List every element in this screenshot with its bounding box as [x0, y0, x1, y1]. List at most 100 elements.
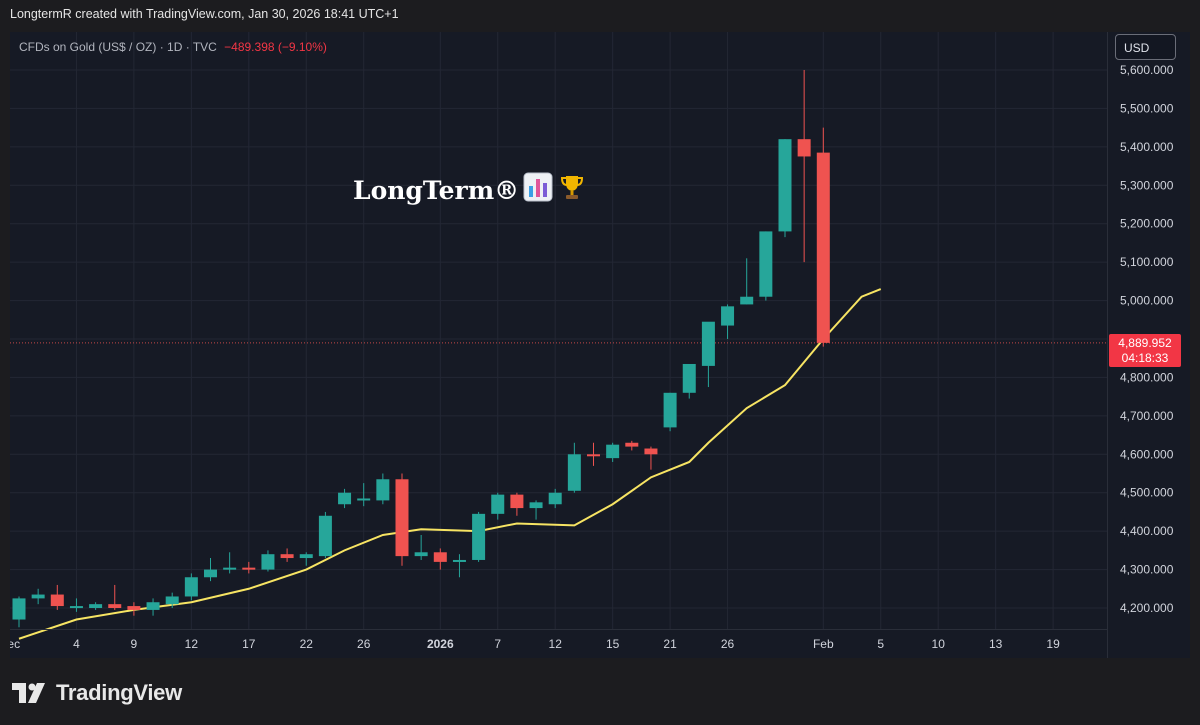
candle	[261, 550, 275, 572]
candle	[663, 392, 677, 432]
candle-body	[759, 231, 773, 297]
candle	[357, 483, 371, 507]
candle	[529, 500, 543, 520]
text-annotation[interactable]: LongTerm®	[353, 172, 587, 208]
candle-body	[548, 492, 562, 505]
candle-body	[376, 479, 390, 501]
candle	[50, 584, 64, 610]
time-axis-tick-label: 13	[989, 637, 1003, 651]
price-axis-tick-label: 5,500.000	[1120, 101, 1174, 115]
time-axis-tick-label: 7	[494, 637, 501, 651]
time-axis-tick-label: 19	[1046, 637, 1060, 651]
candle-body	[146, 602, 160, 610]
price-change: −489.398 (−9.10%)	[224, 40, 327, 54]
price-axis-tick-label: 5,000.000	[1120, 294, 1174, 308]
price-axis: 4,200.000 4,300.000 4,400.000 4,500.000 4,60…	[1120, 63, 1174, 615]
candle-body	[299, 554, 313, 559]
candle-body	[529, 502, 543, 509]
price-axis-tick-label: 5,300.000	[1120, 178, 1174, 192]
candle-body	[338, 492, 352, 505]
candle	[280, 548, 294, 562]
candle-body	[165, 596, 179, 605]
annotation-text: LongTerm®	[353, 175, 520, 205]
candle-body	[127, 606, 141, 610]
candle	[31, 588, 45, 605]
candle	[587, 442, 600, 466]
candle	[414, 534, 428, 560]
price-axis-tick-label: 5,600.000	[1120, 63, 1174, 77]
candle-body	[567, 454, 581, 491]
candle	[89, 602, 103, 610]
candle-body	[280, 554, 294, 559]
price-axis-tick-label: 5,400.000	[1120, 140, 1174, 154]
time-axis-tick-label: Dec	[10, 637, 20, 651]
candle-body	[12, 598, 26, 620]
bar-chart-emoji-icon	[523, 172, 553, 208]
price-axis-tick-label: 4,500.000	[1120, 486, 1174, 500]
candle-body	[778, 139, 792, 232]
candlestick-chart[interactable]: 4,200.000 4,300.000 4,400.000 4,500.000 4,60…	[10, 32, 1190, 658]
candle-body	[510, 494, 524, 509]
time-axis-tick-label: 21	[663, 637, 677, 651]
candle	[682, 363, 696, 399]
time-axis-tick-label: 12	[549, 637, 563, 651]
candle-body	[644, 448, 658, 455]
candle	[721, 304, 735, 339]
bar-countdown: 04:18:33	[1121, 351, 1169, 365]
price-axis-tick-label: 4,800.000	[1120, 370, 1174, 384]
time-axis-tick-label: 26	[721, 637, 735, 651]
time-axis-tick-label: 17	[242, 637, 256, 651]
candle	[740, 258, 754, 305]
time-axis-tick-label: 26	[357, 637, 371, 651]
symbol-legend[interactable]: CFDs on Gold (US$ / OZ) · 1D · TVC −489.…	[19, 40, 327, 54]
time-axis-tick-label: 4	[73, 637, 80, 651]
chart-panel[interactable]: 4,200.000 4,300.000 4,400.000 4,500.000 4,60…	[10, 32, 1190, 658]
candle	[548, 488, 562, 509]
candle-body	[223, 567, 237, 570]
price-axis-tick-label: 4,200.000	[1120, 601, 1174, 615]
candle	[625, 440, 639, 451]
candle-body	[357, 498, 371, 501]
tradingview-logo: TradingView	[12, 680, 182, 706]
candle	[452, 554, 466, 578]
candle-body	[452, 559, 466, 562]
candle	[242, 561, 256, 574]
candle	[816, 127, 830, 347]
candle	[433, 548, 447, 570]
price-axis-tick-label: 4,700.000	[1120, 409, 1174, 423]
candle-body	[414, 552, 428, 557]
candle	[510, 492, 524, 516]
candle-body	[89, 604, 103, 608]
currency-button[interactable]: USD	[1115, 34, 1176, 60]
candle	[69, 598, 83, 612]
candle-body	[69, 606, 83, 609]
price-axis-tick-label: 5,200.000	[1120, 217, 1174, 231]
candle-body	[816, 152, 830, 343]
price-axis-tick-label: 4,400.000	[1120, 524, 1174, 538]
candle	[491, 492, 505, 520]
tradingview-logo-icon	[12, 683, 45, 703]
price-axis-tick-label: 5,100.000	[1120, 255, 1174, 269]
candle	[165, 592, 179, 608]
symbol-description: CFDs on Gold (US$ / OZ) · 1D · TVC	[19, 40, 217, 54]
candle-body	[606, 444, 620, 459]
grid-lines	[10, 32, 1107, 629]
time-axis-tick-label: 15	[606, 637, 620, 651]
candle	[567, 442, 581, 493]
price-axis-tick-label: 4,300.000	[1120, 563, 1174, 577]
candle-body	[204, 569, 217, 578]
candle-body	[701, 321, 715, 366]
time-axis-tick-label: 10	[932, 637, 946, 651]
candle	[376, 473, 390, 505]
candle	[184, 573, 198, 601]
candle	[338, 488, 352, 509]
candle-body	[740, 296, 754, 305]
candle-body	[50, 594, 64, 607]
time-axis: Dec 4 9 12 17 22 26 2026 7 12 15 21 26 Feb 5 10 13 19	[10, 637, 1060, 651]
time-axis-tick-label: 22	[300, 637, 314, 651]
time-axis-tick-label: 5	[877, 637, 884, 651]
candle	[778, 139, 792, 238]
candle	[759, 231, 773, 301]
candle-body	[721, 306, 735, 326]
candle	[318, 511, 332, 559]
